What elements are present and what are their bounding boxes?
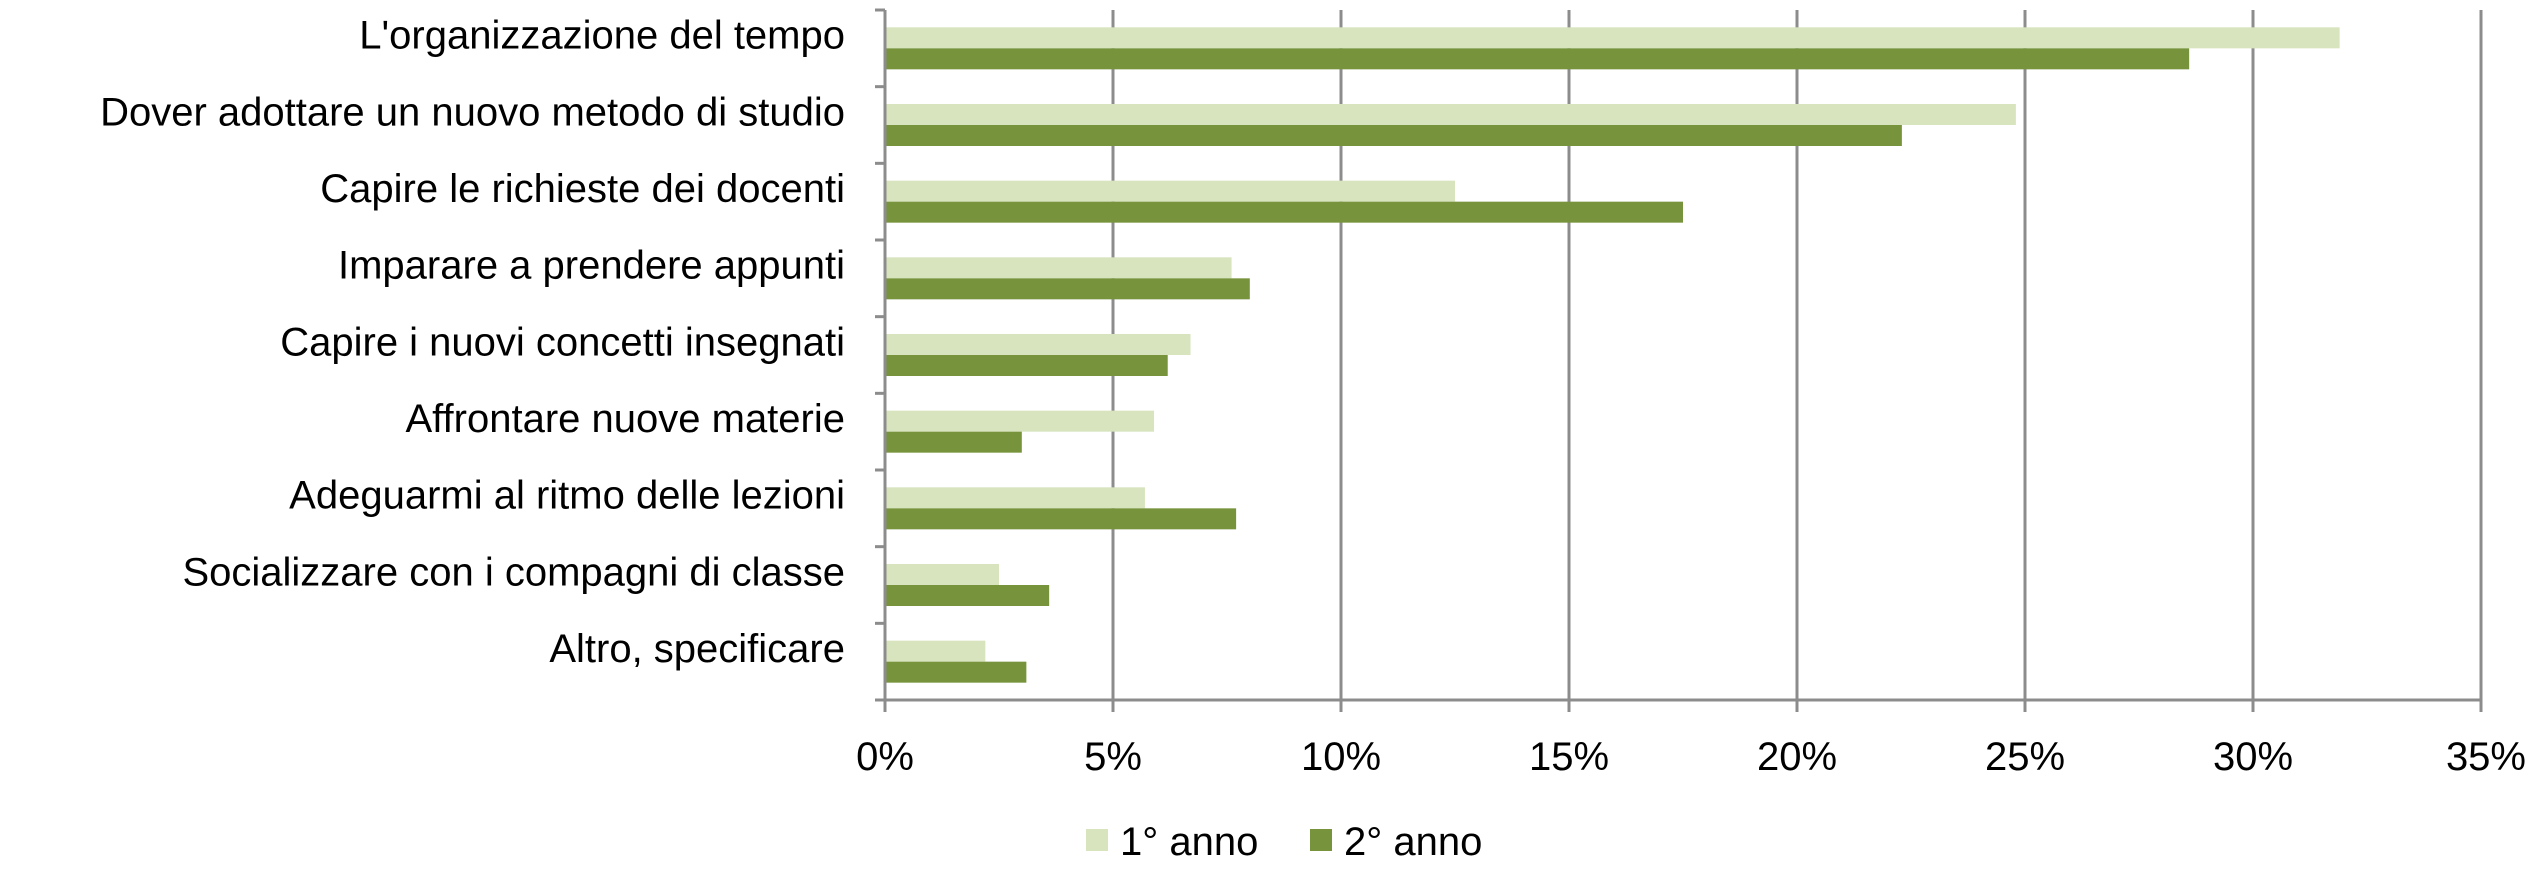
bar-series-2 [885,201,1683,223]
bar-series-1 [885,334,1191,355]
bar-series-2 [885,585,1050,606]
bar-series-1 [885,410,1155,432]
legend-swatch [1310,829,1332,851]
legend-swatch [1086,829,1108,851]
category-label: Capire i nuovi concetti insegnati [280,320,845,364]
x-tick-label: 5% [1084,735,1142,779]
x-tick-label: 10% [1301,735,1381,779]
bar-series-1 [885,27,2340,49]
x-tick-label: 15% [1529,735,1609,779]
category-label: Adeguarmi al ritmo delle lezioni [289,474,845,518]
category-label: Imparare a prendere appunti [338,244,845,288]
bar-series-2 [885,48,2190,70]
bar-series-1 [885,640,986,662]
bar-series-1 [885,257,1232,279]
x-tick-label: 30% [2213,735,2293,779]
bar-series-1 [885,180,1455,202]
x-tick-label: 25% [1985,735,2065,779]
category-label: L'organizzazione del tempo [359,14,845,58]
category-label: Socializzare con i compagni di classe [182,550,845,594]
category-label: Affrontare nuove materie [405,397,845,441]
bar-series-2 [885,508,1237,530]
legend-label: 1° anno [1120,820,1258,864]
bar-series-1 [885,104,2016,125]
bar-series-2 [885,355,1168,376]
bar-series-1 [885,487,1145,509]
category-label: Dover adottare un nuovo metodo di studio [100,90,845,134]
bar-series-2 [885,431,1022,453]
x-tick-label: 0% [856,735,914,779]
x-tick-label: 20% [1757,735,1837,779]
category-label: Capire le richieste dei docenti [320,167,845,211]
category-label: Altro, specificare [549,627,845,671]
x-tick-label: 35% [2446,735,2526,779]
bar-series-2 [885,278,1250,300]
bar-series-2 [885,661,1027,683]
bar-series-1 [885,564,999,585]
legend-label: 2° anno [1344,820,1482,864]
bar-series-2 [885,125,1902,146]
